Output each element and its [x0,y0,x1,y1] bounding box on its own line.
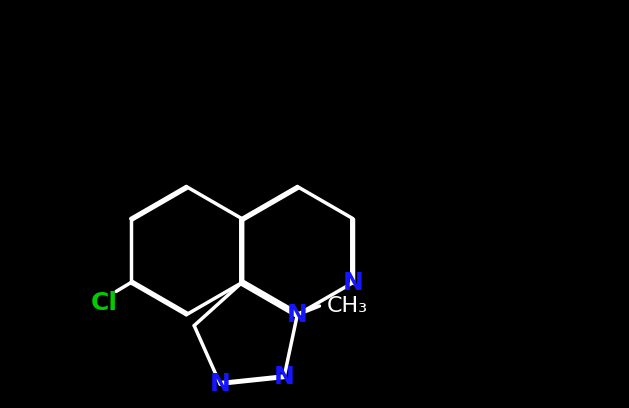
Text: N: N [274,366,294,390]
Text: N: N [210,372,231,396]
Text: Cl: Cl [91,291,118,315]
Text: N: N [287,303,308,327]
Text: CH₃: CH₃ [326,296,367,316]
Text: N: N [342,271,364,295]
